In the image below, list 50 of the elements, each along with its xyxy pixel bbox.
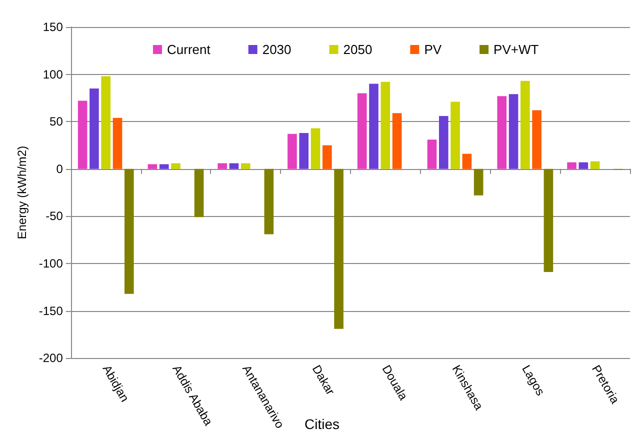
bar	[159, 164, 169, 169]
y-tick-label: 50	[50, 114, 64, 129]
legend-label: PV+WT	[494, 42, 539, 57]
bar	[380, 82, 390, 169]
bar	[171, 163, 180, 169]
legend-label: 2050	[343, 42, 372, 57]
bar	[392, 113, 402, 169]
y-tick-label: -100	[38, 256, 64, 271]
bar	[78, 100, 88, 169]
bar	[567, 162, 576, 169]
bar	[590, 161, 600, 169]
bar	[438, 116, 448, 169]
bar	[218, 163, 227, 169]
x-axis-title: Cities	[304, 416, 340, 432]
bar	[334, 168, 344, 329]
bar	[112, 118, 122, 169]
bar	[357, 93, 367, 169]
bar	[124, 168, 134, 294]
bar	[194, 168, 204, 218]
y-tick-label: -200	[38, 351, 64, 366]
bar	[310, 128, 320, 169]
bar	[544, 168, 554, 272]
bar	[520, 80, 530, 169]
bar	[288, 134, 297, 169]
legend-label: 2030	[262, 42, 292, 57]
legend-label: PV	[424, 42, 442, 57]
y-tick-label: 100	[42, 67, 64, 82]
bar	[90, 88, 99, 169]
bar	[240, 163, 250, 169]
y-axis-title: Energy (kWh/m2)	[15, 146, 29, 240]
bar	[101, 76, 111, 169]
bar	[497, 96, 507, 169]
bar	[474, 168, 484, 196]
bar	[508, 94, 518, 169]
bar	[532, 110, 542, 169]
bar	[148, 164, 158, 169]
legend-label: Current	[167, 42, 211, 57]
bar	[264, 168, 274, 234]
bar	[578, 162, 588, 169]
y-tick-label: -50	[46, 209, 64, 224]
bar	[229, 163, 239, 169]
bar	[427, 140, 437, 169]
bar	[462, 154, 472, 169]
y-tick-label: 150	[42, 20, 64, 34]
bar	[299, 132, 309, 169]
bar	[369, 84, 378, 169]
y-tick-label: 0	[56, 162, 64, 176]
y-tick-label: -150	[38, 304, 64, 318]
bar	[322, 145, 332, 169]
bar	[450, 102, 460, 169]
